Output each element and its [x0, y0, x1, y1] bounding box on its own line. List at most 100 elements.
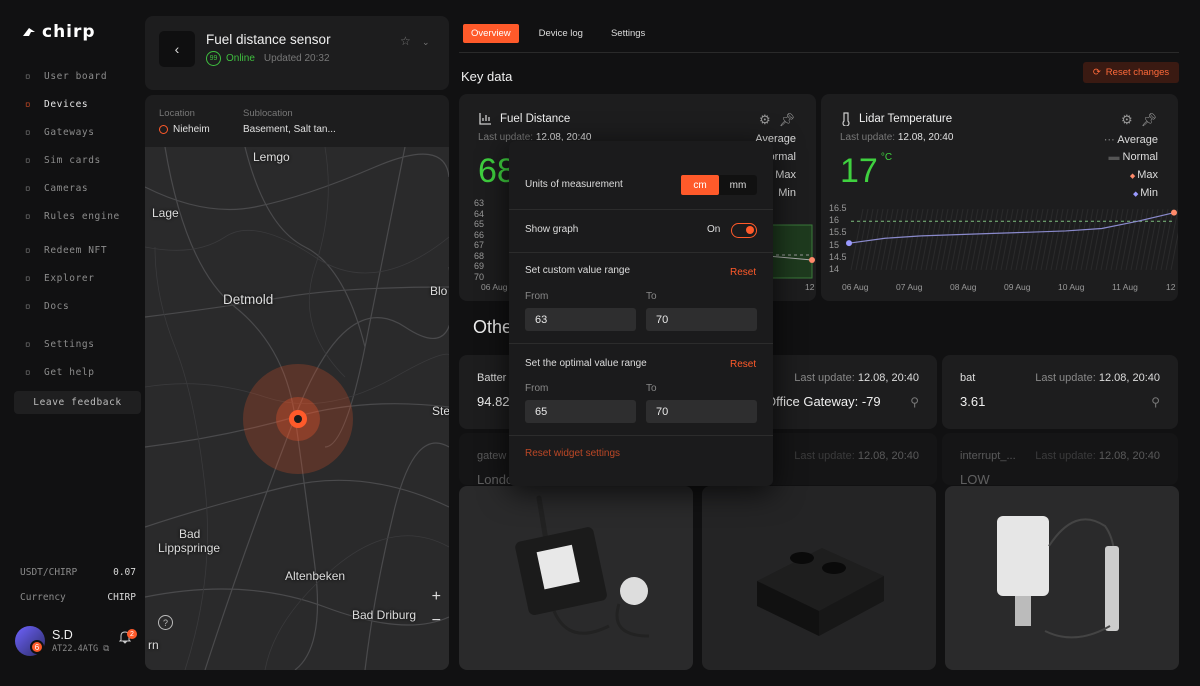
sidebar-item-rules-engine[interactable]: ▫ Rules engine — [0, 202, 145, 230]
gear-icon[interactable]: ⚙ — [1121, 112, 1133, 127]
legend-max: ◆ Max — [1129, 169, 1158, 181]
user-profile[interactable]: 6 S.D AT22.4ATG ⧉ — [15, 626, 109, 656]
avatar[interactable]: 6 — [15, 626, 45, 656]
chirp-logo-icon — [23, 28, 35, 36]
sidebar-item-devices[interactable]: ▫ Devices — [0, 90, 145, 118]
thermometer-icon — [842, 112, 850, 126]
sidebar-item-label: Gateways — [44, 126, 95, 138]
y-tick: 63 — [474, 198, 485, 208]
x-tick: 11 Aug — [1112, 282, 1138, 292]
pin-icon[interactable]: 📌︎ — [1140, 112, 1158, 127]
device-header: ‹ Fuel distance sensor 99 Online Updated… — [145, 16, 449, 90]
to-label: To — [646, 383, 657, 394]
show-graph-toggle[interactable] — [731, 223, 757, 238]
copy-icon[interactable]: ⧉ — [103, 644, 110, 654]
grid-hatch — [930, 208, 944, 271]
grid-hatch — [975, 208, 989, 271]
grid-hatch — [1135, 208, 1149, 271]
sensor-device-picture — [515, 495, 650, 638]
reset-widget-button[interactable]: Reset widget settings — [525, 448, 621, 459]
card-label: bat — [960, 372, 976, 384]
sidebar-item-get-help[interactable]: ▫ Get help — [0, 358, 145, 386]
grid-hatch — [1000, 208, 1014, 271]
zoom-in-button[interactable]: + — [431, 588, 441, 605]
sidebar-item-label: User board — [44, 70, 108, 82]
tab-settings[interactable]: Settings — [610, 28, 646, 39]
zoom-out-button[interactable]: − — [431, 612, 441, 629]
sidebar-item-redeem-nft[interactable]: ▫ Redeem NFT — [0, 236, 145, 264]
logo[interactable]: chirp — [22, 22, 96, 42]
notifications-button[interactable]: 2 — [118, 629, 137, 647]
grid-hatch — [1170, 231, 1178, 271]
sidebar-item-docs[interactable]: ▫ Docs — [0, 292, 145, 320]
y-tick: 15 — [829, 239, 840, 250]
grid-hatch — [1035, 208, 1049, 271]
sidebar-nav-tertiary: ▫ Settings ▫ Get help — [0, 330, 145, 386]
sidebar-item-settings[interactable]: ▫ Settings — [0, 330, 145, 358]
custom-to-input[interactable]: 70 — [646, 308, 757, 331]
y-tick: 14 — [829, 264, 840, 274]
grid-hatch — [940, 208, 954, 271]
optimal-from-input[interactable]: 65 — [525, 400, 636, 423]
grid-hatch — [1025, 208, 1039, 271]
reset-changes-button[interactable]: ⟳ Reset changes — [1083, 62, 1179, 83]
last-update: Last update: 12.08, 20:40 — [794, 372, 919, 384]
from-label: From — [525, 383, 549, 394]
chevron-down-icon[interactable]: ⌄ — [422, 37, 430, 47]
y-tick: 15.5 — [829, 227, 847, 238]
optimal-range-reset-button[interactable]: Reset — [730, 359, 757, 370]
y-tick: 65 — [474, 219, 485, 229]
map[interactable]: Lemgo Lage Detmold Blo Ste Bad Lippsprin… — [145, 147, 449, 670]
grid-hatch — [980, 208, 994, 271]
unit-mm-button[interactable]: mm — [729, 179, 747, 191]
chart-point — [809, 257, 815, 263]
tab-overview[interactable]: Overview — [463, 24, 519, 43]
sidebar-item-explorer[interactable]: ▫ Explorer — [0, 264, 145, 292]
x-tick: 09 Aug — [1004, 282, 1031, 292]
grid-hatch — [1125, 208, 1139, 271]
grid-hatch — [850, 208, 864, 271]
sidebar-item-gateways[interactable]: ▫ Gateways — [0, 118, 145, 146]
map-help-button[interactable]: ? — [158, 615, 173, 630]
sim-icon: ▫ — [24, 154, 32, 166]
unit-cm-button[interactable]: cm — [681, 175, 719, 195]
sidebar-item-user-board[interactable]: ▫ User board — [0, 62, 145, 90]
grid-hatch — [1070, 208, 1084, 271]
last-update: Last update: 12.08, 20:40 — [1035, 450, 1160, 462]
grid-hatch — [995, 208, 1009, 271]
x-tick: 08 Aug — [950, 282, 977, 292]
tab-device-log[interactable]: Device log — [538, 28, 583, 39]
pin-icon[interactable]: 📌︎ — [778, 112, 796, 127]
camera-icon: ▫ — [24, 182, 32, 194]
gear-icon[interactable]: ⚙ — [759, 112, 771, 127]
grid-hatch — [1020, 208, 1034, 271]
card-value: 94.82 — [477, 394, 510, 409]
grid-hatch — [920, 208, 934, 271]
interrupt-card[interactable]: interrupt_... Last update: 12.08, 20:40 … — [942, 433, 1178, 487]
bat-card[interactable]: bat Last update: 12.08, 20:40 3.61 ⚲ — [942, 355, 1178, 429]
sublocation-label: Sublocation — [243, 108, 293, 119]
pin-icon[interactable]: ⚲ — [1151, 395, 1160, 409]
custom-range-reset-button[interactable]: Reset — [730, 267, 757, 278]
from-label: From — [525, 291, 549, 302]
grid-hatch — [1080, 208, 1094, 271]
currency-row[interactable]: Currency CHIRP — [20, 592, 136, 603]
sidebar-item-sim-cards[interactable]: ▫ Sim cards — [0, 146, 145, 174]
grid-icon: ▫ — [24, 70, 32, 82]
leave-feedback-button[interactable]: Leave feedback — [14, 391, 141, 414]
sidebar-item-cameras[interactable]: ▫ Cameras — [0, 174, 145, 202]
lidar-temperature-card[interactable]: Lidar Temperature Last update: 12.08, 20… — [821, 94, 1178, 301]
pin-icon[interactable]: ⚲ — [910, 395, 919, 409]
sidebar-item-label: Get help — [44, 366, 95, 378]
grid-hatch — [1100, 208, 1114, 271]
back-button[interactable]: ‹ — [159, 31, 195, 67]
to-label: To — [646, 291, 657, 302]
custom-from-input[interactable]: 63 — [525, 308, 636, 331]
optimal-to-input[interactable]: 70 — [646, 400, 757, 423]
sidebar-item-label: Devices — [44, 98, 89, 110]
units-label: Units of measurement — [525, 179, 623, 190]
card-label: gatew — [477, 450, 507, 462]
user-name: S.D — [52, 628, 73, 642]
sidebar-item-label: Explorer — [44, 272, 95, 284]
star-icon[interactable]: ☆ — [400, 34, 411, 48]
